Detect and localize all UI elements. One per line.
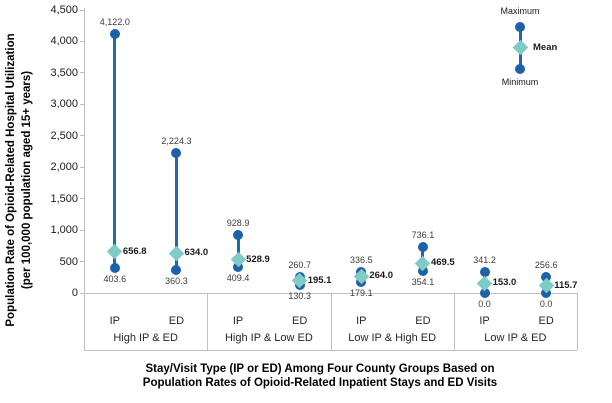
y-tick-label: 1,000 <box>50 224 78 237</box>
maximum-marker <box>233 229 244 240</box>
y-tick-mark <box>80 72 84 74</box>
min-value-label: 0.0 <box>478 299 491 309</box>
maximum-marker <box>171 148 182 159</box>
y-tick-mark <box>80 166 84 168</box>
series-label-ip: IP <box>356 315 367 327</box>
y-tick-mark <box>80 103 84 105</box>
mean-value-label: 115.7 <box>554 279 578 291</box>
minimum-marker <box>171 265 182 276</box>
mean-value-label: 469.5 <box>430 257 455 269</box>
min-value-label: 409.4 <box>226 273 250 284</box>
max-value-label: 928.9 <box>226 217 250 228</box>
series-label-ed: ED <box>292 315 308 327</box>
mean-marker <box>107 243 123 260</box>
legend: Maximum Mean Minimum <box>462 4 592 99</box>
series-label-ip: IP <box>479 315 490 327</box>
range-line <box>174 153 178 271</box>
group-divider <box>207 293 209 350</box>
series-label-ed: ED <box>168 315 185 327</box>
y-tick-label: 2,000 <box>50 161 78 174</box>
y-tick-label: 500 <box>59 255 78 268</box>
y-tick-mark <box>80 261 84 263</box>
x-axis-title-line1: Stay/Visit Type (IP or ED) Among Four Co… <box>145 363 495 375</box>
mean-value-label: 634.0 <box>184 247 209 259</box>
y-tick-label: 1,500 <box>50 192 78 205</box>
mean-marker <box>476 275 493 292</box>
minimum-marker <box>479 288 490 298</box>
min-value-label: 0.0 <box>539 299 553 309</box>
y-axis-line <box>84 8 85 350</box>
mean-value-label: 528.9 <box>246 253 270 265</box>
max-value-label: 256.6 <box>534 259 558 270</box>
legend-maximum-label: Maximum <box>500 6 540 16</box>
series-label-ed: ED <box>538 315 554 327</box>
group-divider <box>453 293 455 350</box>
series-label-ip: IP <box>232 315 244 327</box>
min-value-label: 360.3 <box>165 276 188 287</box>
group-label: High IP & Low ED <box>224 332 313 344</box>
max-value-label: 736.1 <box>411 229 435 240</box>
y-tick-mark <box>80 9 84 11</box>
max-value-label: 2,224.3 <box>161 136 192 147</box>
legend-minimum-label: Minimum <box>501 77 539 87</box>
group-label: High IP & ED <box>113 332 178 344</box>
legend-mean-label: Mean <box>533 42 558 53</box>
mean-value-label: 656.8 <box>122 245 147 257</box>
y-tick-label: 0 <box>71 287 78 299</box>
y-tick-mark <box>80 40 84 42</box>
maximum-marker <box>109 28 120 39</box>
y-tick-label: 2,500 <box>50 129 78 142</box>
max-value-label: 4,122.0 <box>99 16 130 27</box>
y-tick-label: 3,500 <box>50 66 78 79</box>
y-tick-label: 3,000 <box>50 98 78 111</box>
y-tick-mark <box>80 198 84 200</box>
maximum-marker <box>541 271 552 282</box>
series-label-ed: ED <box>415 315 431 327</box>
y-tick-label: 4,000 <box>50 35 78 48</box>
legend-mean-marker <box>512 39 528 56</box>
mean-value-label: 153.0 <box>492 277 517 289</box>
mean-value-label: 264.0 <box>369 270 394 282</box>
maximum-marker <box>417 241 428 252</box>
y-tick-label: 4,500 <box>50 4 78 16</box>
group-label: Low IP & ED <box>484 332 547 344</box>
mean-marker <box>168 245 185 261</box>
range-line <box>113 33 117 268</box>
x-axis-title-line2: Population Rates of Opioid-Related Inpat… <box>142 377 498 389</box>
mean-value-label: 195.1 <box>307 274 332 286</box>
legend-maximum-marker <box>515 22 525 32</box>
max-value-label: 336.5 <box>350 254 373 265</box>
x-axis-title: Stay/Visit Type (IP or ED) Among Four Co… <box>40 362 600 390</box>
min-value-label: 130.3 <box>288 290 311 301</box>
max-value-label: 260.7 <box>288 259 311 270</box>
y-tick-mark <box>80 292 84 294</box>
group-divider <box>330 293 332 350</box>
min-value-label: 179.1 <box>350 287 373 298</box>
series-label-ip: IP <box>109 315 121 327</box>
min-value-label: 403.6 <box>103 273 127 284</box>
range-line <box>236 234 240 268</box>
legend-minimum-marker <box>515 64 525 74</box>
maximum-marker <box>479 266 490 277</box>
group-divider <box>577 293 578 350</box>
max-value-label: 341.2 <box>473 254 496 265</box>
group-label: Low IP & High ED <box>348 332 437 344</box>
category-area-bottom-border <box>84 350 577 351</box>
y-tick-mark <box>80 135 84 137</box>
min-value-label: 354.1 <box>411 276 435 287</box>
minimum-marker <box>109 262 120 273</box>
y-tick-mark <box>80 229 84 231</box>
